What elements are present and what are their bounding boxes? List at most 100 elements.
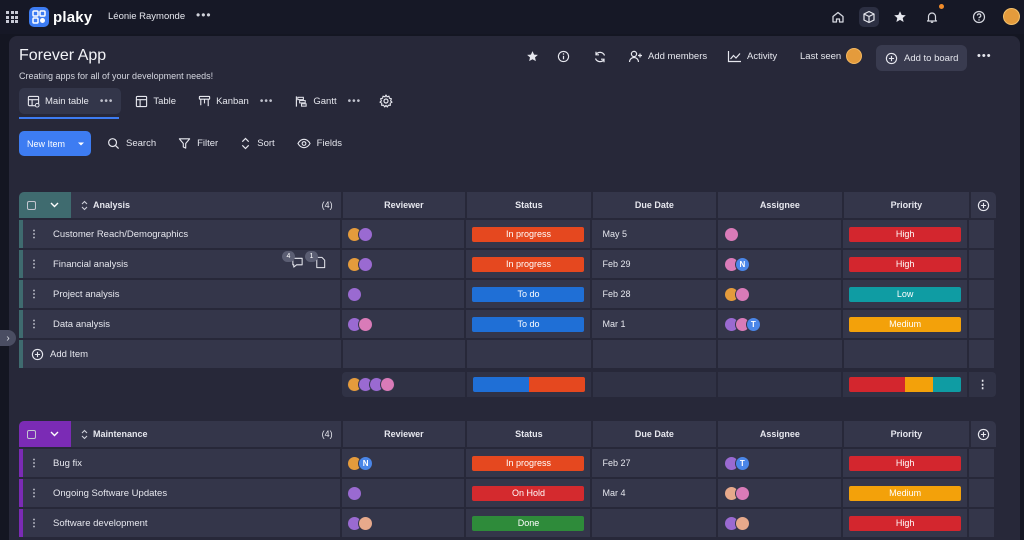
group-name[interactable]: Analysis bbox=[81, 200, 130, 211]
group-select-checkbox[interactable] bbox=[27, 200, 36, 210]
priority-cell[interactable]: Low bbox=[843, 280, 970, 308]
assignee-cell[interactable]: N bbox=[717, 250, 844, 278]
due-date-cell[interactable]: Feb 29 bbox=[592, 250, 718, 278]
last-seen-button[interactable]: Last seen bbox=[800, 48, 863, 64]
tab-more-icon[interactable]: ••• bbox=[347, 95, 362, 107]
column-header-priority[interactable]: Priority bbox=[843, 192, 970, 218]
column-header-reviewer[interactable]: Reviewer bbox=[342, 192, 468, 218]
reviewer-cell[interactable]: N bbox=[342, 449, 467, 477]
table-row[interactable]: ⋮ Project analysis To do Feb 28 Low bbox=[19, 280, 996, 308]
group-color-tab[interactable] bbox=[19, 421, 71, 447]
favorite-star-icon[interactable] bbox=[526, 50, 539, 63]
board-more-icon[interactable]: ••• bbox=[977, 50, 992, 62]
due-date-cell[interactable] bbox=[592, 509, 718, 537]
status-cell[interactable]: In progress bbox=[466, 449, 593, 477]
reviewer-cell[interactable] bbox=[342, 479, 467, 507]
add-column-plus-icon[interactable] bbox=[971, 421, 996, 447]
activity-button[interactable]: Activity bbox=[727, 50, 777, 63]
group-collapse-chevron-icon[interactable] bbox=[50, 200, 59, 210]
table-row[interactable]: ⋮ Ongoing Software Updates On Hold Mar 4… bbox=[19, 479, 996, 507]
item-name-cell[interactable]: ⋮ Financial analysis 4 1 bbox=[19, 250, 343, 278]
add-item-label[interactable]: Add Item bbox=[50, 348, 89, 360]
board-title[interactable]: Forever App bbox=[19, 47, 107, 64]
column-header-status[interactable]: Status bbox=[467, 421, 593, 447]
reviewer-cell[interactable] bbox=[342, 310, 467, 338]
row-menu-icon[interactable]: ⋮ bbox=[29, 228, 39, 240]
column-header-status[interactable]: Status bbox=[467, 192, 593, 218]
column-header-due-date[interactable]: Due Date bbox=[592, 421, 719, 447]
reviewer-cell[interactable] bbox=[342, 280, 467, 308]
priority-summary[interactable] bbox=[843, 372, 970, 397]
column-header-due-date[interactable]: Due Date bbox=[592, 192, 719, 218]
comment-icon[interactable]: 4 bbox=[282, 251, 304, 269]
assignee-cell[interactable]: T bbox=[717, 449, 844, 477]
assignee-cell[interactable] bbox=[717, 220, 844, 248]
plaky-logo[interactable]: plaky bbox=[29, 7, 92, 27]
apps-grid-icon[interactable] bbox=[6, 11, 18, 23]
tab-more-icon[interactable]: ••• bbox=[99, 95, 114, 107]
tab-kanban[interactable]: Kanban ••• bbox=[190, 88, 281, 114]
assignee-cell[interactable] bbox=[717, 509, 844, 537]
info-icon[interactable] bbox=[557, 50, 570, 63]
column-header-assignee[interactable]: Assignee bbox=[718, 192, 844, 218]
tab-main-table[interactable]: Main table ••• bbox=[19, 88, 122, 114]
table-row[interactable]: ⋮ Customer Reach/Demographics In progres… bbox=[19, 220, 996, 248]
status-summary[interactable] bbox=[466, 372, 593, 397]
add-column-plus-icon[interactable] bbox=[971, 192, 996, 218]
file-icon[interactable]: 1 bbox=[305, 251, 327, 269]
item-name[interactable]: Software development bbox=[53, 517, 148, 529]
tab-more-icon[interactable]: ••• bbox=[259, 95, 274, 107]
row-menu-icon[interactable]: ⋮ bbox=[29, 487, 39, 499]
star-icon[interactable] bbox=[890, 7, 910, 27]
item-name-cell[interactable]: ⋮ Bug fix bbox=[19, 449, 343, 477]
user-avatar[interactable] bbox=[1003, 8, 1020, 25]
status-cell[interactable]: To do bbox=[466, 280, 593, 308]
help-icon[interactable] bbox=[969, 7, 989, 27]
item-name-cell[interactable]: ⋮ Customer Reach/Demographics bbox=[19, 220, 343, 248]
item-name[interactable]: Customer Reach/Demographics bbox=[53, 228, 189, 240]
item-name-cell[interactable]: ⋮ Software development bbox=[19, 509, 343, 537]
sort-button[interactable]: Sort bbox=[240, 137, 275, 150]
filter-button[interactable]: Filter bbox=[178, 137, 218, 150]
group-name[interactable]: Maintenance bbox=[81, 429, 148, 440]
add-item-row[interactable]: Add Item bbox=[19, 340, 996, 368]
row-menu-icon[interactable]: ⋮ bbox=[29, 457, 39, 469]
workspace-more-icon[interactable]: ••• bbox=[196, 8, 212, 22]
due-date-cell[interactable]: May 5 bbox=[592, 220, 718, 248]
row-menu-icon[interactable]: ⋮ bbox=[29, 258, 39, 270]
priority-cell[interactable]: Medium bbox=[843, 479, 970, 507]
status-cell[interactable]: Done bbox=[466, 509, 593, 537]
assignee-cell[interactable] bbox=[717, 479, 844, 507]
fields-button[interactable]: Fields bbox=[296, 137, 342, 150]
row-menu-icon[interactable]: ⋮ bbox=[29, 288, 39, 300]
priority-cell[interactable]: Medium bbox=[843, 310, 970, 338]
status-cell[interactable]: In progress bbox=[466, 220, 593, 248]
assignee-cell[interactable] bbox=[717, 280, 844, 308]
item-name-cell[interactable]: ⋮ Data analysis bbox=[19, 310, 343, 338]
item-name[interactable]: Project analysis bbox=[53, 288, 120, 300]
search-button[interactable]: Search bbox=[107, 137, 156, 150]
board-description[interactable]: Creating apps for all of your developmen… bbox=[19, 71, 214, 81]
sidebar-expand-chevron-icon[interactable]: › bbox=[0, 330, 16, 346]
item-name[interactable]: Ongoing Software Updates bbox=[53, 487, 168, 499]
status-cell[interactable]: To do bbox=[466, 310, 593, 338]
bell-icon[interactable] bbox=[922, 7, 942, 27]
table-row[interactable]: ⋮ Bug fix N In progress Feb 27 T High bbox=[19, 449, 996, 477]
due-date-cell[interactable]: Feb 27 bbox=[592, 449, 718, 477]
reviewer-cell[interactable] bbox=[342, 220, 467, 248]
priority-cell[interactable]: High bbox=[843, 220, 970, 248]
item-name-cell[interactable]: ⋮ Ongoing Software Updates bbox=[19, 479, 343, 507]
assignee-cell[interactable]: T bbox=[717, 310, 844, 338]
due-date-cell[interactable]: Mar 1 bbox=[592, 310, 718, 338]
item-name[interactable]: Data analysis bbox=[53, 318, 111, 330]
sync-icon[interactable] bbox=[593, 50, 607, 64]
reviewer-cell[interactable] bbox=[342, 250, 467, 278]
due-date-cell[interactable]: Feb 28 bbox=[592, 280, 718, 308]
tab-gantt[interactable]: Gantt ••• bbox=[287, 88, 369, 114]
item-name[interactable]: Financial analysis bbox=[53, 258, 128, 270]
new-item-caret-icon[interactable] bbox=[77, 139, 85, 149]
priority-cell[interactable]: High bbox=[843, 449, 970, 477]
priority-cell[interactable]: High bbox=[843, 250, 970, 278]
summary-menu-icon[interactable]: ⋮ bbox=[969, 372, 996, 397]
table-row[interactable]: ⋮ Data analysis To do Mar 1 T Medium bbox=[19, 310, 996, 338]
